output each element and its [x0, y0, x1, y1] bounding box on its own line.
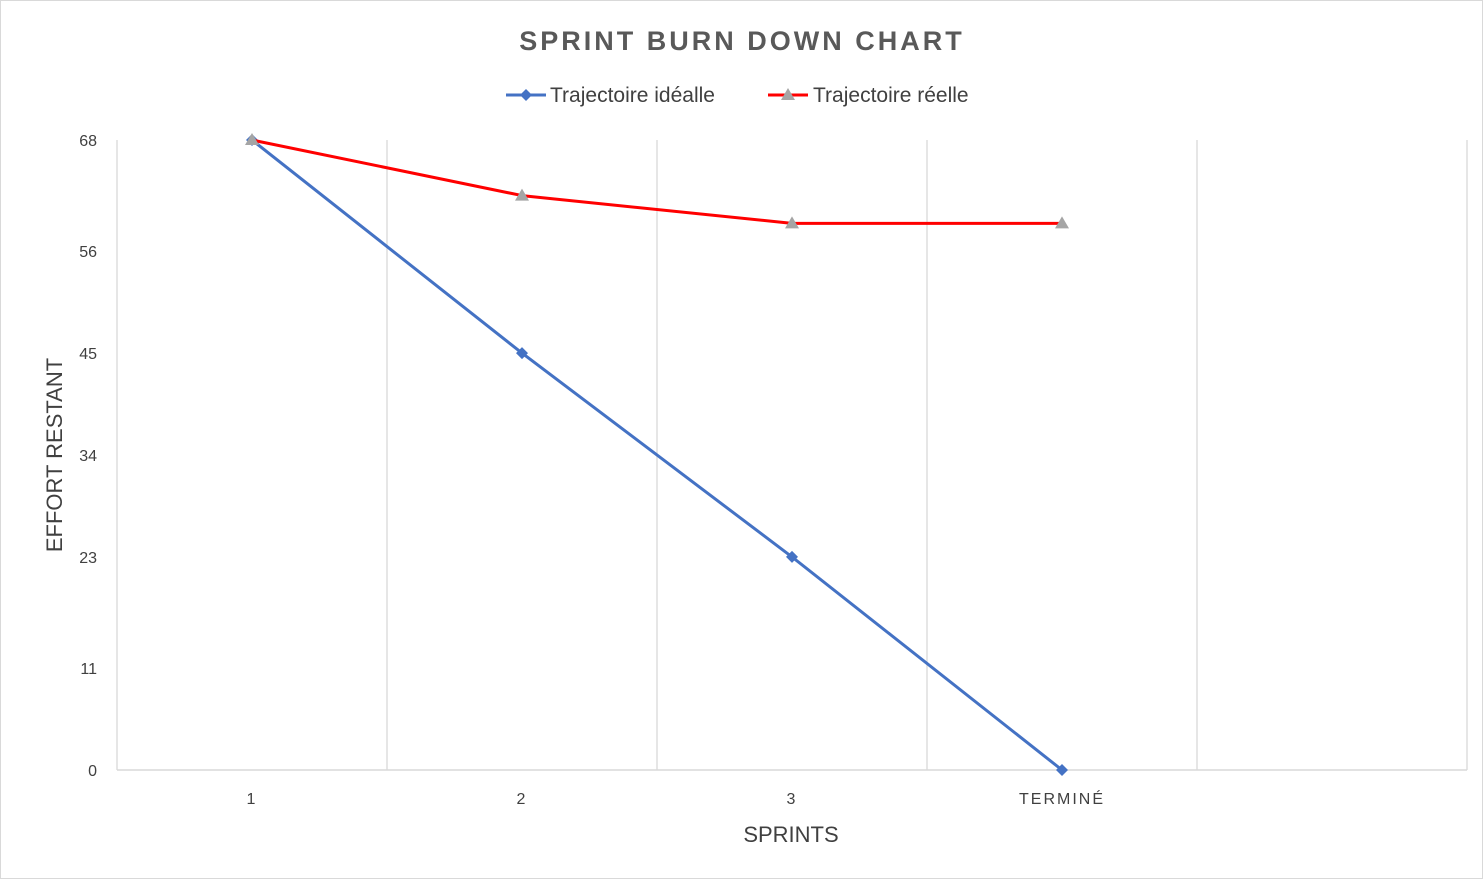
y-tick-label: 68: [79, 133, 97, 150]
y-axis-title: EFFORT RESTANT: [42, 358, 67, 552]
legend-triangle-icon: [781, 88, 795, 100]
x-tick-label: TERMINÉ: [1019, 789, 1105, 808]
y-tick-label: 56: [79, 244, 97, 261]
legend: Trajectoire idéalle Trajectoire réelle: [506, 84, 969, 107]
series-line: [251, 138, 1063, 772]
legend-item-real: Trajectoire réelle: [768, 84, 969, 107]
y-tick-labels: 0 11 23 34 45 56 68: [79, 133, 97, 780]
series-line: [251, 138, 1062, 225]
y-tick-label: 34: [79, 448, 97, 465]
series-layer: [245, 133, 1069, 776]
chart-title: SPRINT BURN DOWN CHART: [519, 26, 964, 56]
y-tick-label: 23: [79, 550, 97, 567]
legend-label-real: Trajectoire réelle: [813, 84, 969, 107]
x-axis-title: SPRINTS: [743, 822, 838, 847]
x-tick-label: 1: [247, 791, 258, 808]
data-point-triangle: [245, 133, 259, 145]
y-tick-label: 11: [80, 661, 97, 678]
data-point-triangle: [1055, 216, 1069, 229]
data-point-diamond: [1056, 764, 1068, 776]
x-tick-label: 3: [787, 791, 798, 808]
series-real: [245, 133, 1069, 229]
data-point-triangle: [785, 216, 799, 229]
data-point-triangle: [515, 188, 529, 201]
data-point-diamond: [516, 347, 528, 360]
y-tick-label: 45: [79, 346, 97, 363]
data-point-diamond: [786, 550, 798, 563]
legend-diamond-icon: [520, 89, 532, 101]
legend-label-ideal: Trajectoire idéalle: [550, 84, 715, 107]
x-tick-labels: 1 2 3 TERMINÉ: [247, 789, 1105, 808]
y-tick-label: 0: [88, 763, 97, 780]
x-tick-label: 2: [517, 791, 528, 808]
legend-item-ideal: Trajectoire idéalle: [506, 84, 715, 107]
gridlines: [116, 140, 1468, 770]
